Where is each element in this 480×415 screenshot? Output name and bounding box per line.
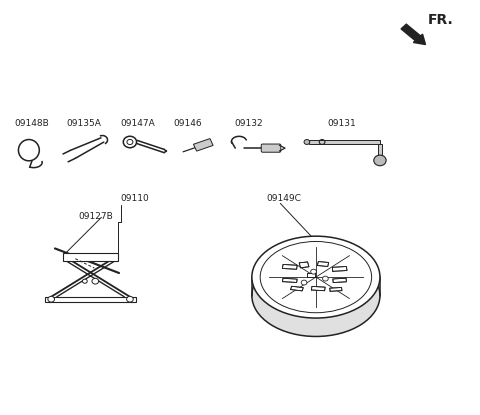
- Polygon shape: [283, 278, 297, 283]
- Polygon shape: [332, 266, 347, 271]
- Ellipse shape: [252, 236, 380, 318]
- Text: 09135A: 09135A: [67, 119, 102, 128]
- Polygon shape: [63, 253, 118, 261]
- Polygon shape: [290, 286, 303, 291]
- Circle shape: [301, 280, 307, 285]
- Circle shape: [127, 296, 133, 302]
- Polygon shape: [299, 309, 333, 314]
- Circle shape: [374, 155, 386, 166]
- Polygon shape: [333, 278, 347, 283]
- Circle shape: [323, 276, 328, 281]
- Text: 09147A: 09147A: [120, 119, 155, 128]
- Circle shape: [311, 269, 316, 274]
- Polygon shape: [317, 261, 329, 266]
- Polygon shape: [378, 144, 383, 155]
- Text: 09149C: 09149C: [266, 194, 301, 203]
- Polygon shape: [193, 139, 213, 151]
- Text: 09127B: 09127B: [79, 212, 113, 221]
- Polygon shape: [312, 286, 325, 291]
- Text: 09131: 09131: [328, 119, 357, 128]
- Polygon shape: [305, 295, 326, 309]
- Text: FR.: FR.: [427, 13, 453, 27]
- FancyBboxPatch shape: [261, 144, 281, 152]
- Polygon shape: [309, 140, 380, 144]
- FancyArrow shape: [401, 24, 425, 44]
- Polygon shape: [330, 288, 342, 291]
- Text: 09110: 09110: [120, 194, 149, 203]
- Circle shape: [92, 278, 98, 284]
- Circle shape: [48, 296, 55, 302]
- Circle shape: [83, 279, 87, 283]
- Polygon shape: [299, 262, 309, 268]
- Ellipse shape: [252, 254, 380, 337]
- Polygon shape: [46, 297, 136, 302]
- Polygon shape: [307, 273, 315, 277]
- Text: 09132: 09132: [234, 119, 263, 128]
- Ellipse shape: [304, 139, 310, 144]
- Text: 09146: 09146: [174, 119, 202, 128]
- Polygon shape: [282, 264, 297, 269]
- Text: 09148B: 09148B: [14, 119, 49, 128]
- Ellipse shape: [260, 242, 372, 313]
